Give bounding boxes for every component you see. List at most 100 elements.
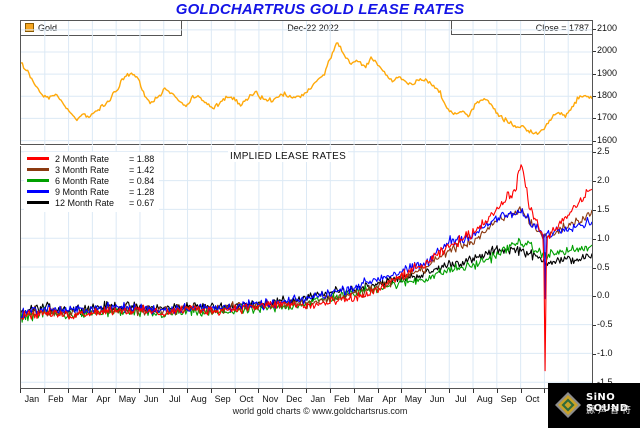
- gold-price-panel: Gold Dec-22 2022 Close = 1787: [20, 20, 592, 145]
- x-tick-label: Jan: [24, 394, 40, 404]
- x-tick-label: Jul: [455, 394, 467, 404]
- x-tick-label: Oct: [525, 394, 540, 404]
- x-tick: [211, 389, 212, 393]
- y-tick: [592, 140, 596, 142]
- gold-series-label: Gold: [38, 23, 58, 33]
- x-tick-label: Nov: [262, 394, 279, 404]
- legend-color-key: [27, 168, 49, 171]
- x-tick: [258, 389, 259, 393]
- x-tick: [282, 389, 283, 393]
- x-tick-label: May: [118, 394, 136, 404]
- x-tick: [139, 389, 140, 393]
- x-tick: [521, 389, 522, 393]
- x-tick-label: Jan: [310, 394, 326, 404]
- y-tick: [592, 296, 596, 298]
- y-tick: [592, 118, 596, 120]
- legend-color-key: [27, 201, 49, 204]
- x-tick: [115, 389, 116, 393]
- x-tick: [378, 389, 379, 393]
- legend-color-key: [27, 190, 49, 193]
- legend-value: = 0.84: [129, 176, 155, 186]
- legend-item: 3 Month Rate = 1.42: [27, 165, 154, 176]
- legend-value: = 1.88: [129, 154, 155, 164]
- x-tick: [330, 389, 331, 393]
- y-tick: [592, 267, 596, 269]
- gold-price-plot: [21, 21, 592, 145]
- y-tick: [592, 325, 596, 327]
- x-tick-label: May: [404, 394, 422, 404]
- x-tick: [92, 389, 93, 393]
- legend-label: 9 Month Rate: [55, 187, 110, 197]
- x-tick: [187, 389, 188, 393]
- x-tick-label: Feb: [47, 394, 64, 404]
- legend-item: 6 Month Rate = 0.84: [27, 176, 154, 187]
- y-tick-label: 1700: [597, 112, 618, 123]
- y-tick-label: -1.0: [597, 348, 613, 359]
- x-tick-label: Jun: [143, 394, 159, 404]
- y-tick-label: 1900: [597, 67, 618, 78]
- legend-color-key: [27, 179, 49, 182]
- legend-label: 12 Month Rate: [55, 198, 115, 208]
- legend-label: 2 Month Rate: [55, 154, 110, 164]
- y-tick: [592, 238, 596, 240]
- close-price-label: Close = 1787: [451, 21, 592, 35]
- x-tick-label: Mar: [357, 394, 374, 404]
- implied-lease-rates-label: IMPLIED LEASE RATES: [228, 151, 349, 162]
- y-tick: [592, 209, 596, 211]
- right-axis-line: [592, 20, 593, 390]
- legend-label: 3 Month Rate: [55, 165, 110, 175]
- gold-color-swatch: [25, 23, 34, 32]
- y-tick-label: 1.5: [597, 203, 610, 214]
- legend-value: = 0.67: [129, 198, 155, 208]
- lease-rates-legend: 2 Month Rate = 1.88 3 Month Rate = 1.42 6 Mo…: [24, 152, 160, 212]
- x-tick-label: Apr: [382, 394, 397, 404]
- x-tick: [163, 389, 164, 393]
- diamond-logo-icon: [555, 392, 581, 418]
- gold-series-legend: Gold: [21, 21, 182, 36]
- x-tick-label: Aug: [190, 394, 207, 404]
- legend-item: 9 Month Rate = 1.28: [27, 187, 154, 198]
- x-tick-label: Feb: [333, 394, 350, 404]
- chart-footer: world gold charts © www.goldchartsrus.co…: [232, 406, 408, 416]
- x-tick: [544, 389, 545, 393]
- y-tick-label: 0.0: [597, 290, 610, 301]
- x-tick-label: Mar: [71, 394, 88, 404]
- y-tick-label: 0.5: [597, 261, 610, 272]
- x-tick-label: Oct: [239, 394, 254, 404]
- y-tick: [592, 95, 596, 97]
- x-tick: [473, 389, 474, 393]
- watermark-en-text: SiNO SOUND: [586, 392, 629, 414]
- x-tick: [44, 389, 45, 393]
- y-tick-label: 1.0: [597, 232, 610, 243]
- y-tick-label: -0.5: [597, 319, 613, 330]
- y-tick-label: 2000: [597, 45, 618, 56]
- y-tick-label: -1.5: [597, 377, 613, 387]
- y-tick: [592, 73, 596, 75]
- watermark-cn-text: 源声音符: [586, 406, 635, 416]
- x-tick-label: Apr: [96, 394, 111, 404]
- x-tick-label: Jun: [429, 394, 445, 404]
- y-tick: [592, 151, 596, 153]
- y-tick: [592, 354, 596, 356]
- x-tick: [68, 389, 69, 393]
- x-tick: [449, 389, 450, 393]
- y-tick-label: 2.0: [597, 174, 610, 185]
- y-tick-label: 1800: [597, 89, 618, 100]
- x-tick-label: Jul: [169, 394, 181, 404]
- legend-item: 12 Month Rate = 0.67: [27, 198, 154, 209]
- x-tick-label: Aug: [476, 394, 493, 404]
- x-tick-label: Dec: [286, 394, 303, 404]
- chart-title: GOLDCHARTRUS GOLD LEASE RATES: [175, 1, 465, 18]
- y-tick: [592, 180, 596, 182]
- x-tick: [497, 389, 498, 393]
- legend-label: 6 Month Rate: [55, 176, 110, 186]
- legend-value: = 1.42: [129, 165, 155, 175]
- x-tick: [425, 389, 426, 393]
- x-tick: [354, 389, 355, 393]
- y-tick-label: 1600: [597, 134, 618, 145]
- y-tick-label: 2100: [597, 22, 618, 33]
- x-tick-label: Sep: [214, 394, 231, 404]
- y-tick: [592, 51, 596, 53]
- x-tick: [401, 389, 402, 393]
